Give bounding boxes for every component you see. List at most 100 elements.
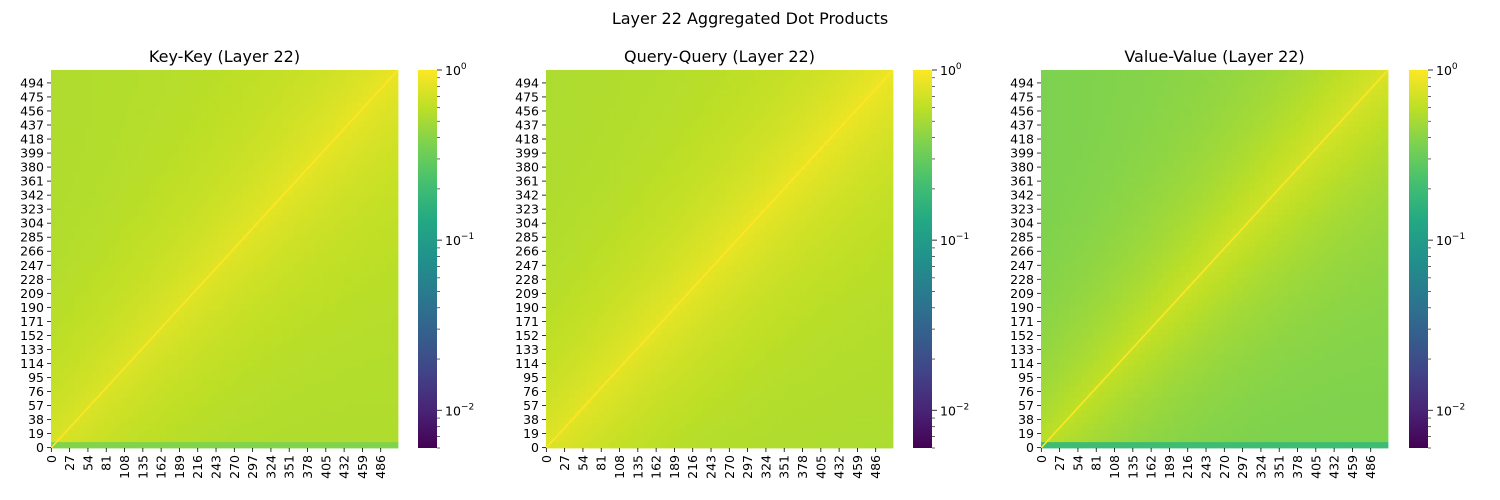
heatmap-cell (869, 378, 877, 386)
heatmap-cell (212, 340, 220, 348)
heatmap-cell (189, 259, 196, 266)
heatmap-cell (91, 296, 98, 304)
heatmap-cell (563, 416, 570, 424)
heatmap-cell (91, 340, 98, 348)
heatmap-cell (288, 441, 295, 449)
heatmap-cell (380, 76, 387, 83)
heatmap-cell (765, 385, 772, 392)
heatmap-cell (85, 353, 92, 361)
heatmap-cell (293, 183, 301, 191)
heatmap-cell (869, 441, 877, 449)
heatmap-cell (264, 183, 272, 191)
heatmap-cell (806, 435, 813, 443)
heatmap-cell (264, 265, 272, 272)
heatmap-cell (224, 233, 231, 241)
heatmap-cell (829, 366, 836, 373)
heatmap-cell (149, 233, 156, 241)
heatmap-cell (551, 391, 558, 398)
heatmap-cell (661, 397, 668, 405)
heatmap-cell (114, 397, 121, 405)
heatmap-cell (201, 139, 208, 146)
heatmap-cell (644, 340, 651, 348)
heatmap-cell (51, 114, 58, 121)
heatmap-cell (85, 303, 92, 310)
heatmap-cell (609, 378, 616, 386)
heatmap-cell (120, 189, 127, 197)
heatmap-cell (823, 410, 830, 417)
heatmap-cell (351, 366, 358, 373)
heatmap-cell (270, 164, 277, 172)
heatmap-cell (598, 353, 605, 361)
heatmap-cell (103, 435, 110, 443)
heatmap-cell (644, 366, 651, 373)
heatmap-cell (91, 416, 98, 424)
heatmap-cell (334, 296, 341, 304)
heatmap-cell (230, 441, 237, 449)
heatmap-cell (679, 385, 686, 392)
heatmap-cell (253, 422, 260, 430)
heatmap-cell (392, 120, 399, 128)
heatmap-cell (823, 359, 830, 367)
heatmap-cell (293, 378, 301, 386)
heatmap-cell (56, 70, 63, 77)
colorbar-tick-exp: −2 (461, 402, 474, 412)
heatmap-cell (881, 347, 888, 354)
heatmap-cell (253, 107, 260, 115)
heatmap-cell (609, 359, 616, 367)
heatmap-cell (317, 88, 324, 96)
heatmap-cell (114, 189, 121, 197)
heatmap-cell (85, 322, 92, 329)
heatmap-cell (56, 422, 63, 430)
heatmap-cell (742, 416, 749, 424)
heatmap-cell (108, 403, 116, 411)
heatmap-cell (143, 101, 150, 109)
heatmap-cell (644, 429, 651, 436)
heatmap-cell (207, 290, 214, 298)
heatmap-cell (184, 303, 191, 310)
heatmap-cell (334, 303, 341, 310)
heatmap-cell (311, 435, 318, 443)
heatmap-cell (357, 82, 364, 90)
heatmap-cell (143, 82, 150, 90)
heatmap-cell (322, 403, 329, 411)
heatmap-cell (103, 177, 110, 184)
heatmap-cell (91, 359, 98, 367)
heatmap-cell (143, 265, 150, 272)
panel-title: Key-Key (Layer 22) (149, 47, 300, 66)
heatmap-cell (369, 151, 376, 159)
heatmap-cell (149, 403, 156, 411)
heatmap-cell (794, 397, 801, 405)
heatmap-cell (253, 70, 260, 77)
heatmap-cell (282, 259, 289, 266)
heatmap-cell (632, 435, 639, 443)
heatmap-cell (74, 70, 81, 77)
heatmap-cell (91, 164, 98, 172)
heatmap-cell (149, 145, 156, 153)
heatmap-cell (166, 170, 173, 178)
heatmap-cell (363, 139, 370, 146)
heatmap-cell (328, 340, 335, 348)
heatmap-cell (357, 309, 364, 317)
heatmap-cell (707, 322, 715, 329)
heatmap-cell (114, 82, 121, 90)
heatmap-cell (777, 340, 784, 348)
heatmap-cell (626, 372, 634, 380)
heatmap-cell (592, 328, 599, 335)
heatmap-cell (131, 328, 139, 335)
heatmap-cell (207, 429, 214, 436)
heatmap-cell (806, 410, 813, 417)
heatmap-cell (673, 385, 680, 392)
heatmap-cell (97, 177, 104, 184)
heatmap-cell (85, 240, 92, 247)
heatmap-cell (632, 403, 639, 411)
heatmap-cell (91, 252, 98, 260)
heatmap-cell (79, 429, 87, 436)
heatmap-cell (230, 290, 237, 298)
heatmap-cell (386, 340, 393, 348)
heatmap-cell (259, 385, 266, 392)
heatmap-cell (120, 95, 127, 102)
heatmap-cell (788, 385, 796, 392)
heatmap-cell (74, 403, 81, 411)
heatmap-cell (679, 340, 686, 348)
heatmap-cell (85, 170, 92, 178)
